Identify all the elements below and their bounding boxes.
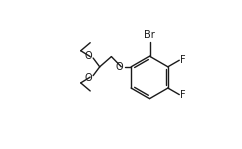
Text: O: O (84, 73, 92, 83)
Text: O: O (115, 62, 123, 72)
Text: F: F (180, 90, 186, 100)
Text: O: O (84, 51, 92, 61)
Text: F: F (180, 55, 186, 65)
Text: Br: Br (144, 30, 155, 40)
